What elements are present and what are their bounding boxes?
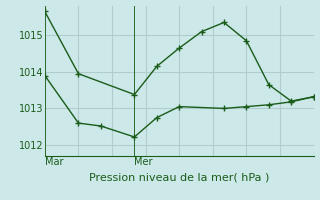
X-axis label: Pression niveau de la mer( hPa ): Pression niveau de la mer( hPa ) (89, 173, 269, 183)
